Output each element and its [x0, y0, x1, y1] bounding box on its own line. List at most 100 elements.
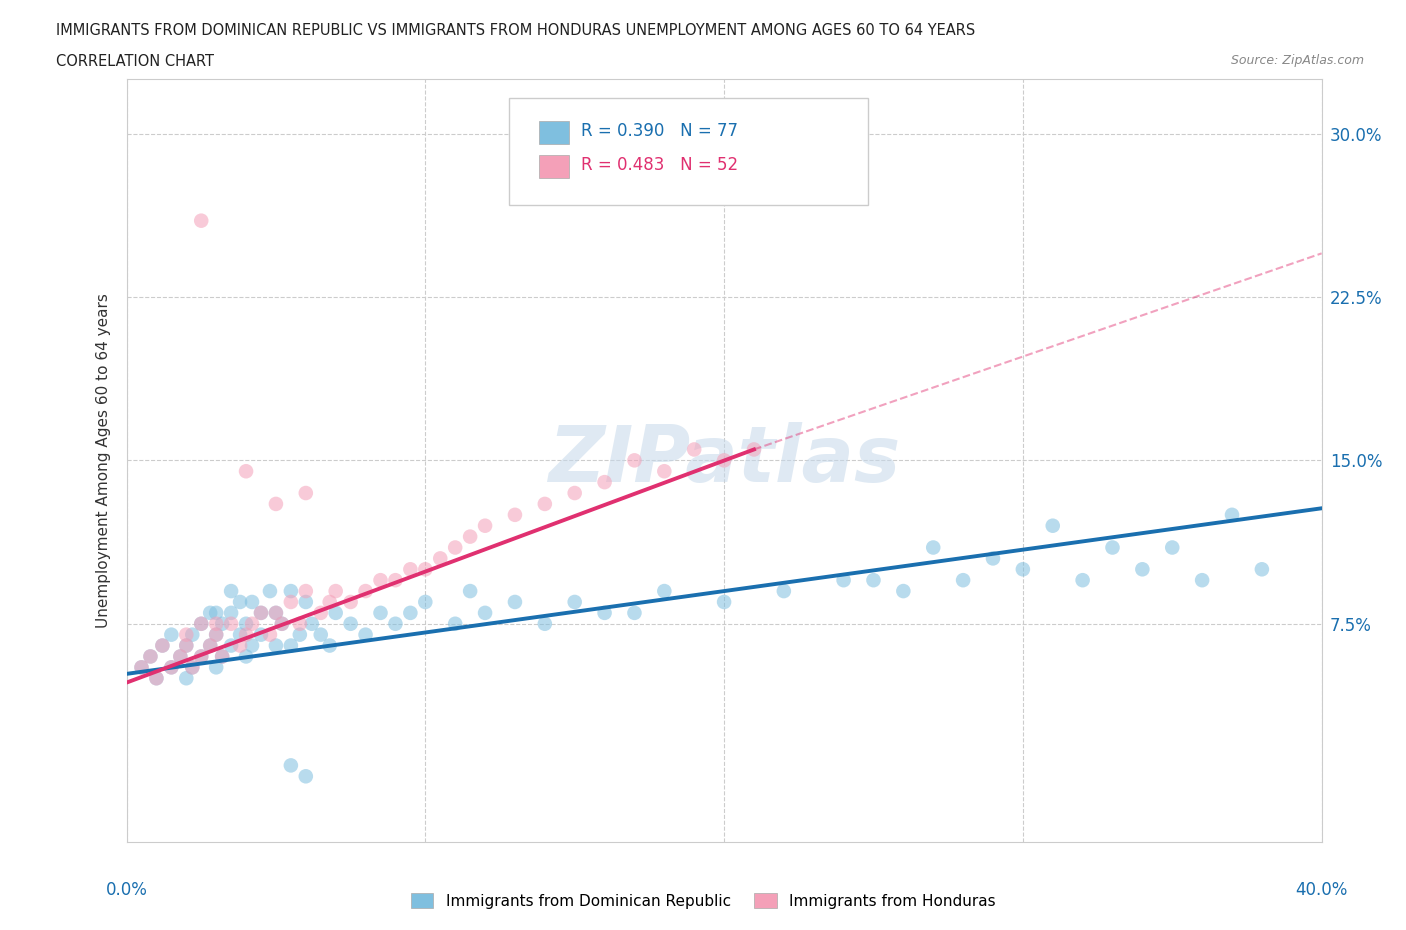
Point	[205, 627, 228, 642]
Point	[280, 584, 302, 599]
Point	[190, 649, 212, 664]
Point	[250, 605, 273, 620]
Text: 40.0%: 40.0%	[1295, 881, 1348, 899]
Point	[219, 617, 242, 631]
Point	[564, 594, 586, 609]
Point	[1130, 562, 1153, 577]
Point	[280, 594, 302, 609]
Point	[200, 638, 222, 653]
Point	[893, 584, 915, 599]
Point	[219, 638, 242, 653]
Point	[240, 638, 263, 653]
Point	[384, 617, 406, 631]
Point	[503, 594, 526, 609]
Text: ZIPatlas: ZIPatlas	[548, 422, 900, 498]
Point	[240, 617, 263, 631]
Point	[534, 617, 557, 631]
Point	[190, 649, 212, 664]
Text: 0.0%: 0.0%	[105, 881, 148, 899]
Point	[200, 638, 222, 653]
Point	[264, 497, 287, 512]
Point	[229, 594, 252, 609]
Point	[1191, 573, 1213, 588]
Point	[235, 617, 257, 631]
Point	[593, 474, 616, 489]
Point	[264, 605, 287, 620]
Point	[174, 638, 197, 653]
Point	[652, 584, 675, 599]
Point	[429, 551, 451, 565]
Point	[318, 638, 342, 653]
Point	[264, 638, 287, 653]
Point	[623, 453, 645, 468]
Point	[309, 605, 332, 620]
Point	[229, 638, 252, 653]
Point	[593, 605, 616, 620]
Point	[370, 573, 392, 588]
Point	[444, 617, 467, 631]
Point	[174, 638, 197, 653]
Point	[444, 540, 467, 555]
Point	[280, 638, 302, 653]
Point	[288, 627, 311, 642]
Text: IMMIGRANTS FROM DOMINICAN REPUBLIC VS IMMIGRANTS FROM HONDURAS UNEMPLOYMENT AMON: IMMIGRANTS FROM DOMINICAN REPUBLIC VS IM…	[56, 23, 976, 38]
Point	[325, 584, 347, 599]
Point	[1101, 540, 1123, 555]
Point	[280, 758, 302, 773]
Legend: Immigrants from Dominican Republic, Immigrants from Honduras: Immigrants from Dominican Republic, Immi…	[405, 887, 1001, 915]
Point	[862, 573, 884, 588]
Point	[205, 617, 228, 631]
Point	[160, 627, 183, 642]
Point	[250, 605, 273, 620]
Y-axis label: Unemployment Among Ages 60 to 64 years: Unemployment Among Ages 60 to 64 years	[96, 293, 111, 628]
Point	[922, 540, 945, 555]
FancyBboxPatch shape	[538, 155, 568, 179]
Point	[240, 594, 263, 609]
Point	[152, 638, 174, 653]
FancyBboxPatch shape	[509, 99, 868, 205]
Point	[169, 649, 191, 664]
Point	[160, 660, 183, 675]
Point	[250, 627, 273, 642]
Point	[235, 649, 257, 664]
Point	[181, 660, 204, 675]
Point	[339, 617, 361, 631]
Point	[169, 649, 191, 664]
Point	[294, 584, 316, 599]
Point	[713, 453, 735, 468]
Point	[339, 594, 361, 609]
Point	[259, 584, 281, 599]
Point	[294, 485, 316, 500]
Point	[211, 649, 233, 664]
Point	[200, 605, 222, 620]
Point	[264, 605, 287, 620]
Point	[181, 627, 204, 642]
Point	[318, 594, 342, 609]
Point	[294, 769, 316, 784]
Point	[174, 671, 197, 685]
Point	[131, 660, 153, 675]
Text: CORRELATION CHART: CORRELATION CHART	[56, 54, 214, 69]
Point	[1251, 562, 1274, 577]
Text: Source: ZipAtlas.com: Source: ZipAtlas.com	[1230, 54, 1364, 67]
Point	[259, 627, 281, 642]
Point	[211, 617, 233, 631]
Point	[399, 605, 422, 620]
Point	[309, 627, 332, 642]
Point	[534, 497, 557, 512]
Point	[458, 529, 481, 544]
Point	[354, 627, 377, 642]
Point	[683, 442, 706, 457]
Point	[1071, 573, 1094, 588]
Point	[205, 605, 228, 620]
Text: R = 0.483   N = 52: R = 0.483 N = 52	[581, 156, 738, 174]
Point	[219, 605, 242, 620]
Point	[652, 464, 675, 479]
Point	[415, 594, 437, 609]
Point	[294, 594, 316, 609]
Point	[1161, 540, 1184, 555]
Point	[1220, 508, 1243, 523]
Point	[139, 649, 162, 664]
Point	[145, 671, 167, 685]
Point	[325, 605, 347, 620]
